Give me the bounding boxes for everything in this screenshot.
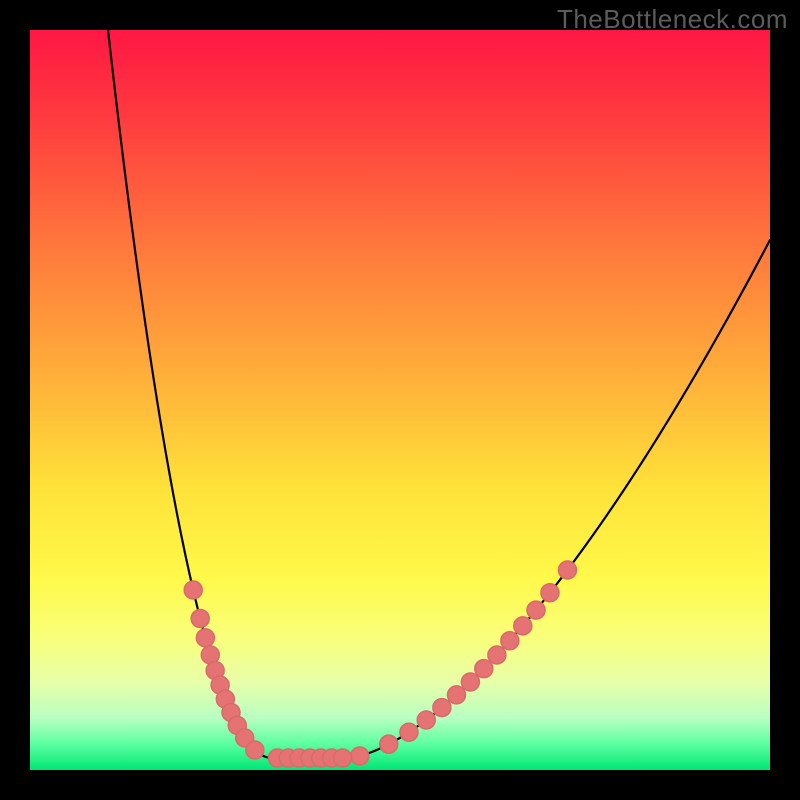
watermark-label: TheBottleneck.com xyxy=(557,4,788,35)
curve-marker xyxy=(191,609,209,627)
gradient-background xyxy=(30,30,770,770)
curve-marker xyxy=(380,735,398,753)
plot-svg xyxy=(30,30,770,770)
curve-marker xyxy=(417,711,435,729)
curve-marker xyxy=(527,601,545,619)
curve-marker xyxy=(541,584,559,602)
curve-marker xyxy=(184,581,202,599)
curve-marker xyxy=(488,646,506,664)
curve-marker xyxy=(433,699,451,717)
curve-marker xyxy=(400,723,418,741)
curve-marker xyxy=(558,561,576,579)
plot-area xyxy=(30,30,770,770)
curve-marker xyxy=(461,673,479,691)
chart-stage: TheBottleneck.com xyxy=(0,0,800,800)
curve-marker xyxy=(196,629,214,647)
curve-marker xyxy=(475,660,493,678)
curve-marker xyxy=(514,617,532,635)
curve-marker xyxy=(246,741,264,759)
curve-marker xyxy=(447,686,465,704)
curve-marker xyxy=(334,749,352,767)
curve-marker xyxy=(351,747,369,765)
curve-marker xyxy=(501,632,519,650)
